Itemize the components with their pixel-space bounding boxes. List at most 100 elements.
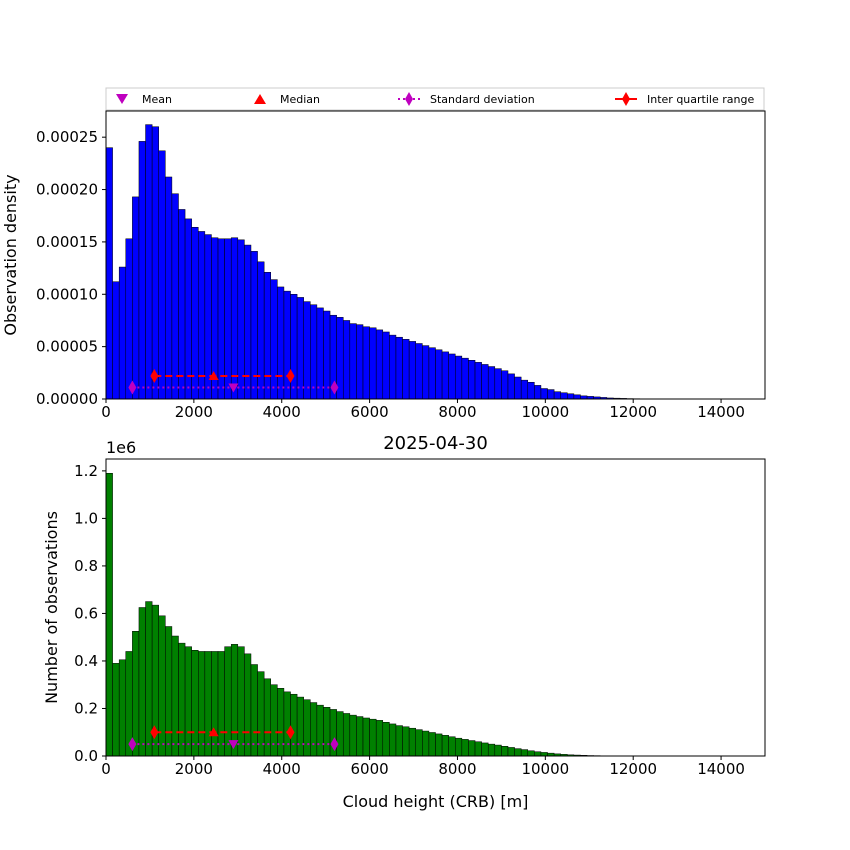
histogram-bar bbox=[527, 750, 535, 757]
y-tick-label: 0.6 bbox=[74, 604, 98, 622]
x-tick-label: 6000 bbox=[351, 760, 389, 778]
median-legend-marker-icon bbox=[254, 94, 266, 104]
std-marker bbox=[128, 737, 137, 752]
legend-label-mean: Mean bbox=[142, 93, 172, 106]
histogram-bar bbox=[145, 124, 153, 400]
histogram-bar bbox=[342, 320, 351, 400]
histogram-bar bbox=[441, 735, 449, 757]
histogram-bar bbox=[158, 615, 166, 757]
y-tick-label: 0.00005 bbox=[36, 338, 98, 356]
histogram-bar bbox=[540, 388, 548, 400]
histogram-bar bbox=[362, 326, 370, 400]
histogram-bar bbox=[204, 234, 212, 400]
histogram-bar bbox=[165, 176, 173, 400]
histogram-bar bbox=[402, 339, 410, 400]
histogram-bar bbox=[356, 324, 364, 400]
histogram-bar bbox=[507, 747, 515, 757]
histogram-bar bbox=[520, 379, 529, 400]
histogram-bar bbox=[178, 209, 186, 400]
histogram-bar bbox=[415, 729, 423, 757]
histogram-bar bbox=[171, 193, 179, 400]
histogram-bar bbox=[494, 744, 502, 757]
histogram-bar bbox=[461, 357, 469, 400]
histogram-bar bbox=[553, 391, 561, 400]
histogram-bar bbox=[171, 635, 179, 757]
legend-entry-iqr: Inter quartile range bbox=[615, 92, 754, 106]
histogram-bar bbox=[560, 392, 568, 400]
histogram-bar bbox=[428, 732, 436, 757]
histogram-bar bbox=[151, 126, 159, 400]
histogram-bar bbox=[369, 327, 377, 400]
histogram-bar bbox=[395, 336, 403, 400]
histogram-bar bbox=[474, 741, 482, 757]
y-tick-label: 0.00015 bbox=[36, 233, 98, 251]
y-axis-label: Number of observations bbox=[42, 511, 61, 704]
histogram-bar bbox=[507, 373, 515, 400]
chart-title: 2025-04-30 bbox=[383, 433, 488, 454]
histogram-bar bbox=[198, 651, 206, 757]
histogram-bar bbox=[362, 717, 370, 757]
histogram-bar bbox=[290, 693, 298, 757]
histogram-bar bbox=[270, 684, 278, 757]
histogram-bar bbox=[118, 266, 127, 400]
x-tick-label: 14000 bbox=[697, 760, 745, 778]
histogram-bar bbox=[461, 739, 469, 757]
std-legend-marker-icon bbox=[405, 92, 413, 106]
histogram-bar bbox=[250, 664, 258, 757]
histogram-bar bbox=[244, 653, 252, 757]
histogram-bar bbox=[296, 696, 304, 757]
histogram-bar bbox=[540, 752, 548, 757]
histogram-bar bbox=[514, 748, 522, 757]
mean-marker bbox=[228, 740, 239, 750]
histogram-bar bbox=[237, 646, 245, 757]
std-marker bbox=[128, 380, 137, 395]
histogram-bar bbox=[435, 349, 443, 400]
legend-label-std: Standard deviation bbox=[430, 93, 535, 106]
x-tick-label: 10000 bbox=[521, 403, 569, 421]
legend-label-iqr: Inter quartile range bbox=[647, 93, 754, 106]
x-tick-label: 4000 bbox=[263, 760, 301, 778]
legend-entry-std: Standard deviation bbox=[398, 92, 535, 106]
histogram-bar bbox=[474, 362, 482, 400]
histogram-bar bbox=[422, 345, 430, 400]
x-tick-label: 0 bbox=[101, 403, 111, 421]
histogram-bar bbox=[105, 147, 113, 400]
histogram-bar bbox=[230, 644, 239, 757]
x-tick-label: 2000 bbox=[175, 403, 213, 421]
histogram-bar bbox=[534, 385, 542, 400]
histogram-bar bbox=[487, 743, 496, 757]
histogram-bar bbox=[349, 323, 357, 400]
legend-entry-mean: Mean bbox=[116, 93, 172, 106]
histogram-bar bbox=[408, 727, 416, 757]
histogram-bar bbox=[138, 141, 146, 400]
y-tick-label: 0.8 bbox=[74, 557, 98, 575]
histogram-bar bbox=[191, 226, 199, 400]
x-tick-label: 14000 bbox=[697, 403, 745, 421]
histogram-bar bbox=[342, 713, 351, 757]
x-tick-label: 8000 bbox=[438, 403, 476, 421]
histogram-bar bbox=[310, 304, 318, 400]
histogram-bar bbox=[448, 736, 456, 757]
histogram-bar bbox=[323, 707, 331, 757]
histogram-bar bbox=[217, 651, 225, 757]
y-tick-label: 0.00000 bbox=[36, 390, 98, 408]
x-tick-label: 4000 bbox=[263, 403, 301, 421]
histogram-bars bbox=[105, 473, 766, 757]
histogram-bar bbox=[138, 607, 146, 757]
iqr-marker bbox=[150, 368, 159, 383]
y-tick-label: 0.00020 bbox=[36, 181, 98, 199]
iqr-legend-marker-icon bbox=[622, 92, 630, 106]
histogram-bar bbox=[520, 749, 529, 757]
histogram-bar bbox=[125, 238, 133, 400]
histogram-bar bbox=[382, 331, 390, 400]
histogram-bar bbox=[382, 722, 390, 757]
histogram-bar bbox=[283, 691, 291, 757]
x-tick-label: 2000 bbox=[175, 760, 213, 778]
histogram-bar bbox=[481, 364, 489, 400]
y-tick-label: 0.00010 bbox=[36, 285, 98, 303]
histogram-bar bbox=[349, 714, 357, 757]
histogram-bar bbox=[468, 360, 476, 400]
histogram-bar bbox=[105, 473, 113, 757]
summary-statistics bbox=[128, 725, 339, 752]
